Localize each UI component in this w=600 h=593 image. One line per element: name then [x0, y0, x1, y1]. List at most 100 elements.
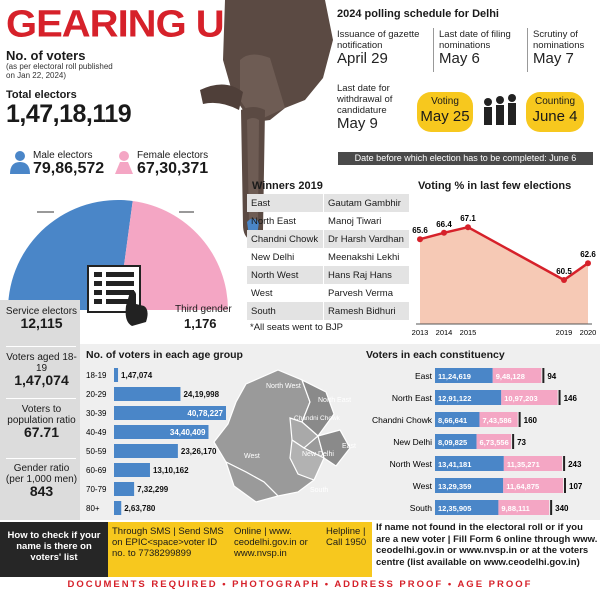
- third-gender-bar: [558, 390, 561, 405]
- constituency-label: South: [410, 503, 432, 513]
- third-gender-value: 1,176: [184, 316, 217, 331]
- age-category-label: 60-69: [86, 466, 107, 475]
- third-gender-value-label: 94: [547, 372, 556, 381]
- map-label: North East: [318, 397, 351, 404]
- female-voters-bar: [476, 434, 512, 449]
- third-gender-value-label: 243: [568, 460, 582, 469]
- age-category-label: 70-79: [86, 485, 107, 494]
- male-icon: [8, 150, 32, 174]
- male-label: Male electors: [33, 150, 93, 161]
- documents-required-bar: DOCUMENTS REQUIRED • PHOTOGRAPH • ADDRES…: [0, 577, 600, 593]
- divider: [6, 458, 76, 459]
- footer-yellow: [108, 522, 372, 577]
- age-value-label: 13,10,162: [153, 466, 189, 475]
- winner-seat: New Delhi: [247, 248, 325, 266]
- male-voters-bar: [435, 478, 504, 493]
- age-value-label: 40,78,227: [187, 409, 223, 418]
- turnout-value-label: 65.6: [412, 226, 428, 235]
- constituency-label: North East: [392, 393, 433, 403]
- map-label: East: [342, 443, 356, 450]
- constituency-chart: East 11,24,619 9,48,128 94 North East 12,91,1…: [372, 368, 583, 515]
- total-value: 1,47,18,119: [6, 100, 132, 128]
- winner-seat: West: [247, 284, 325, 302]
- female-voters-bar: [503, 478, 563, 493]
- divider: [433, 28, 434, 72]
- page-title: GEARING UP: [6, 3, 250, 45]
- schedule-item: Issuance of gazette notification April 2…: [337, 29, 420, 67]
- turnout-year-label: 2013: [412, 328, 429, 337]
- female-value-label: 10,97,203: [504, 394, 537, 403]
- check-name-box: How to check if your name is there on vo…: [0, 522, 108, 577]
- male-value-label: 12,35,905: [438, 504, 471, 513]
- winner-row: New Delhi Meenakshi Lekhi: [247, 248, 409, 266]
- age-bar: [114, 387, 181, 401]
- female-voters-bar: [501, 390, 558, 405]
- map-label: Chandni Chowk: [294, 415, 341, 422]
- third-gender-label: Third gender: [175, 304, 232, 315]
- male-value-label: 13,41,181: [438, 460, 471, 469]
- female-voters-bar: [503, 456, 563, 471]
- turnout-point: [417, 236, 423, 243]
- age-category-label: 18-19: [86, 371, 107, 380]
- winner-row: North West Hans Raj Hans: [247, 266, 409, 284]
- third-gender-bar: [564, 478, 566, 493]
- divider: [6, 398, 76, 399]
- schedule-item: Scrutiny of nominations May 7: [533, 29, 585, 67]
- third-gender-bar: [563, 456, 566, 471]
- female-value-label: 7,43,586: [482, 416, 511, 425]
- third-gender-bar: [512, 434, 515, 449]
- age-value-label: 34,40,409: [170, 428, 206, 437]
- female-value-label: 9,48,128: [496, 372, 525, 381]
- turnout-area: [420, 227, 588, 324]
- female-voters-bar: [479, 412, 518, 427]
- winner-seat: Chandni Chowk: [247, 230, 325, 248]
- map-label: New Delhi: [302, 451, 334, 458]
- counting-pill: Counting June 4: [526, 92, 584, 132]
- female-voters-bar: [492, 368, 542, 383]
- third-gender-value-label: 340: [555, 504, 569, 513]
- male-voters-bar: [435, 390, 502, 405]
- female-value: 67,30,371: [137, 160, 209, 177]
- third-gender-value-label: 73: [517, 438, 526, 447]
- winner-name: Dr Harsh Vardhan: [323, 230, 409, 248]
- winners-title: Winners 2019: [252, 180, 323, 192]
- third-gender-value-label: 107: [569, 482, 583, 491]
- male-value-label: 12,91,122: [438, 394, 471, 403]
- helpline-info: Helpline | Call 1950: [326, 526, 367, 548]
- female-value-label: 11,64,875: [506, 482, 539, 491]
- winner-name: Ramesh Bidhuri: [323, 302, 409, 320]
- voters-18-19-stat: Voters aged 18-19 1,47,074: [6, 352, 77, 388]
- winner-row: Chandni Chowk Dr Harsh Vardhan: [247, 230, 409, 248]
- age-value-label: 2,63,780: [124, 504, 156, 513]
- schedule-title: 2024 polling schedule for Delhi: [337, 8, 499, 20]
- gender-ratio-stat: Gender ratio (per 1,000 men) 843: [5, 463, 78, 499]
- turnout-chart: 65.6 2013 66.4 2014 67.1 2015 60.5 2019 62.6 2020: [412, 214, 597, 337]
- age-bar: [114, 501, 122, 515]
- winner-seat: North East: [247, 212, 325, 230]
- turnout-year-label: 2014: [436, 328, 453, 337]
- age-bar: [114, 368, 119, 382]
- population-ratio-stat: Voters to population ratio 67.71: [7, 404, 76, 440]
- age-bar: [114, 444, 178, 458]
- age-bar: [114, 406, 226, 420]
- turnout-value-label: 60.5: [556, 267, 572, 276]
- age-bar: [114, 463, 150, 477]
- voters-label: No. of voters: [6, 48, 86, 63]
- age-value-label: 23,26,170: [181, 447, 217, 456]
- constituency-label: New Delhi: [393, 437, 432, 447]
- winners-table: East Gautam Gambhir North East Manoj Tiwari…: [247, 194, 409, 320]
- male-voters-bar: [435, 412, 480, 427]
- age-bar: [114, 425, 209, 439]
- constituency-chart-title: Voters in each constituency: [366, 349, 505, 361]
- turnout-year-label: 2015: [460, 328, 477, 337]
- constituency-label: West: [413, 481, 433, 491]
- turnout-value-label: 66.4: [436, 220, 452, 229]
- age-category-label: 30-39: [86, 409, 107, 418]
- sms-info: Through SMS | Send SMS on EPIC<space>vot…: [112, 526, 224, 559]
- winner-seat: North West: [247, 266, 325, 284]
- schedule-item: Last date for withdrawal of candidature …: [337, 83, 393, 132]
- turnout-point: [585, 260, 591, 267]
- winner-name: Manoj Tiwari: [328, 215, 382, 227]
- divider: [527, 28, 528, 72]
- total-label: Total electors: [6, 89, 77, 101]
